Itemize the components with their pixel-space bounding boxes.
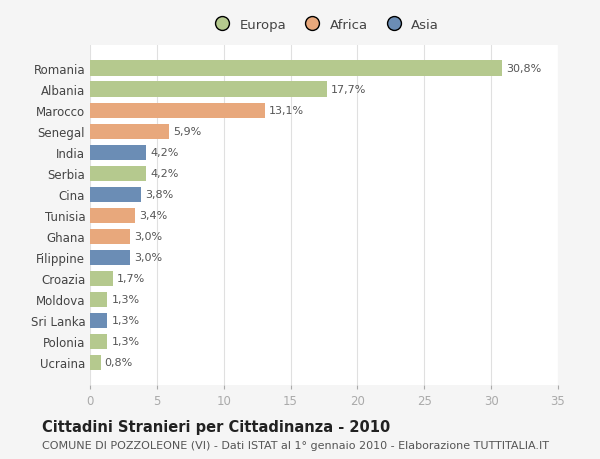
Bar	[90, 103, 265, 118]
Text: 1,3%: 1,3%	[112, 336, 140, 347]
Bar	[90, 62, 502, 77]
Bar	[90, 187, 141, 202]
Text: 17,7%: 17,7%	[331, 85, 366, 95]
Bar	[90, 313, 107, 328]
Bar	[90, 124, 169, 140]
Text: 1,3%: 1,3%	[112, 316, 140, 325]
Text: 0,8%: 0,8%	[105, 358, 133, 368]
Text: 3,0%: 3,0%	[134, 232, 162, 242]
Bar	[90, 250, 130, 265]
Legend: Europa, Africa, Asia: Europa, Africa, Asia	[209, 18, 439, 32]
Text: 13,1%: 13,1%	[269, 106, 304, 116]
Bar	[90, 355, 101, 370]
Bar	[90, 271, 113, 286]
Text: 1,7%: 1,7%	[117, 274, 145, 284]
Bar	[90, 82, 326, 97]
Text: COMUNE DI POZZOLEONE (VI) - Dati ISTAT al 1° gennaio 2010 - Elaborazione TUTTITA: COMUNE DI POZZOLEONE (VI) - Dati ISTAT a…	[42, 440, 549, 450]
Bar	[90, 334, 107, 349]
Text: 1,3%: 1,3%	[112, 295, 140, 305]
Bar	[90, 145, 146, 160]
Text: 30,8%: 30,8%	[506, 64, 541, 74]
Text: 3,0%: 3,0%	[134, 253, 162, 263]
Text: Cittadini Stranieri per Cittadinanza - 2010: Cittadini Stranieri per Cittadinanza - 2…	[42, 419, 390, 434]
Bar	[90, 292, 107, 307]
Text: 3,8%: 3,8%	[145, 190, 173, 200]
Bar	[90, 166, 146, 181]
Text: 5,9%: 5,9%	[173, 127, 201, 137]
Bar	[90, 229, 130, 244]
Text: 4,2%: 4,2%	[150, 148, 179, 158]
Text: 4,2%: 4,2%	[150, 169, 179, 179]
Bar	[90, 208, 136, 223]
Text: 3,4%: 3,4%	[139, 211, 168, 221]
